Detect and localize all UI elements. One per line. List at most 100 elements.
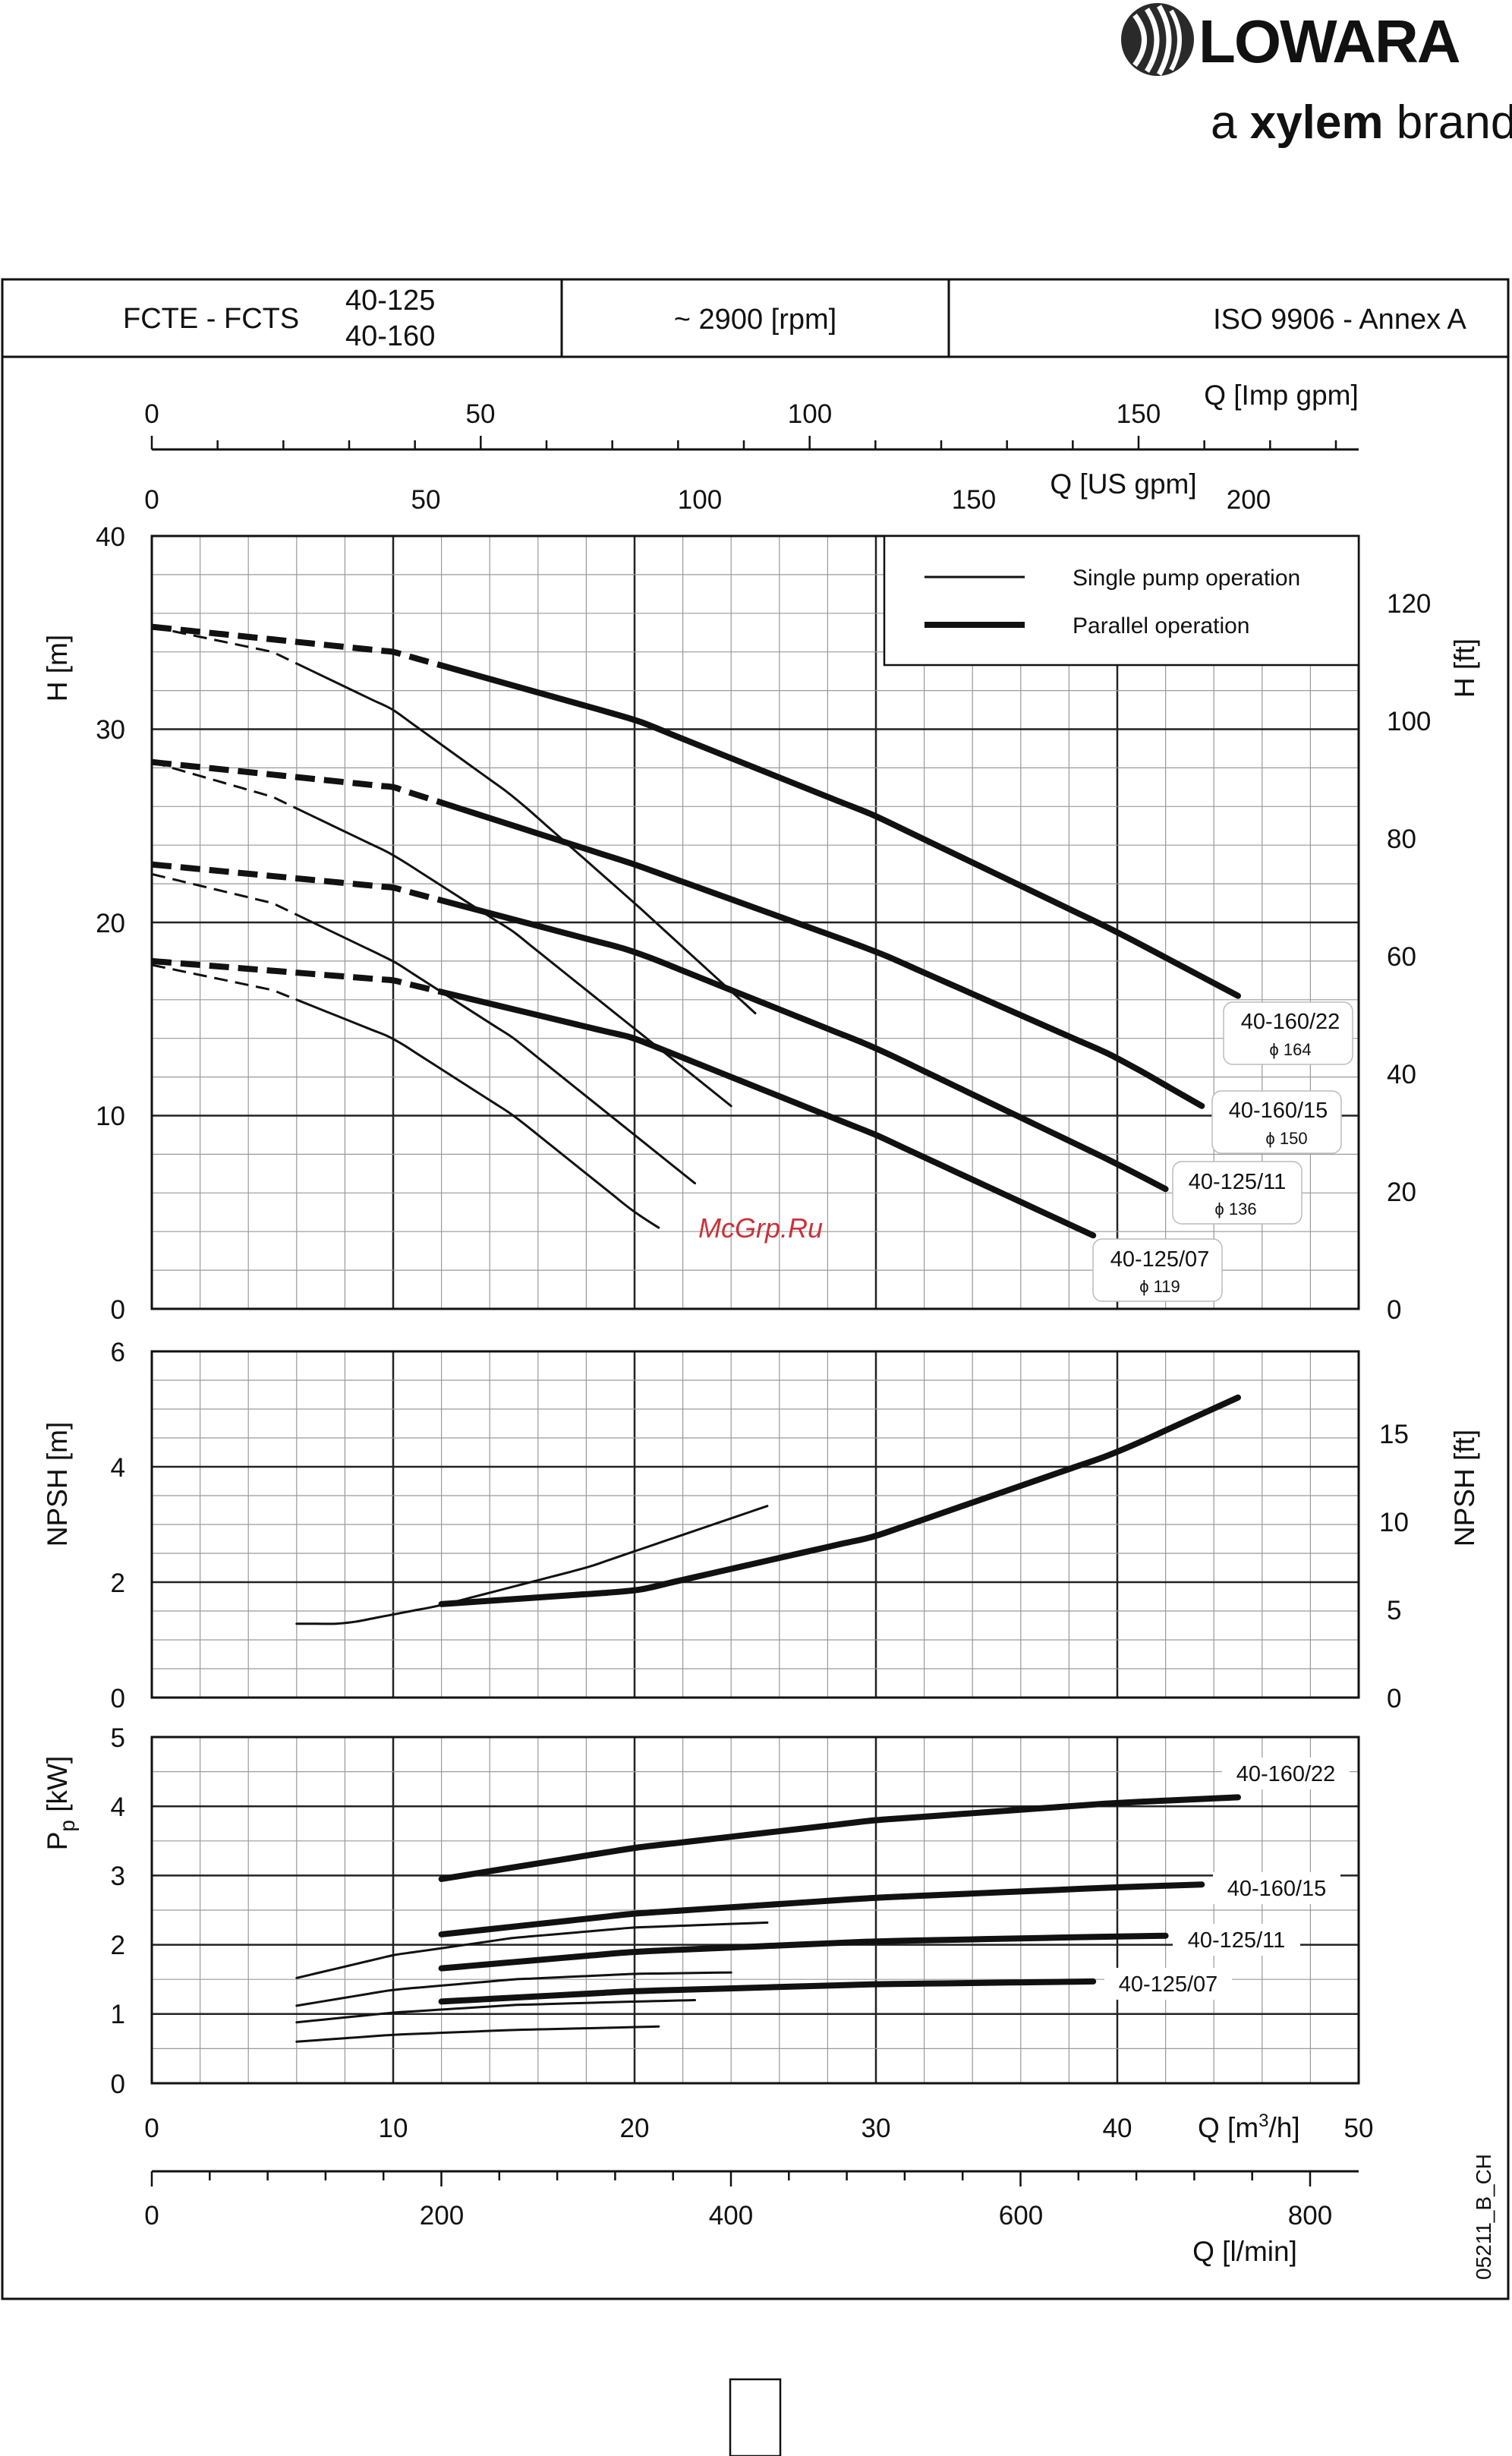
watermark: McGrp.Ru bbox=[698, 1212, 823, 1244]
q-imp-tick-150: 150 bbox=[1117, 399, 1161, 429]
power-curves bbox=[295, 1794, 1241, 2043]
power-curve-labels: 40-160/22 40-160/15 40-125/11 40-125/07 bbox=[1104, 1758, 1350, 2000]
q-m3h-tick-10: 10 bbox=[379, 2114, 408, 2143]
head-label-160-22: 40-160/22 bbox=[1241, 1010, 1340, 1034]
sheet-frame bbox=[1, 278, 1510, 2300]
power-grid bbox=[150, 1736, 1360, 2085]
q-m3h-tick-20: 20 bbox=[620, 2114, 650, 2143]
tagline-brand: xylem bbox=[1250, 96, 1384, 149]
p-kw-tick-5: 5 bbox=[111, 1723, 125, 1753]
q-m3h-tick-0: 0 bbox=[144, 2114, 159, 2143]
header-standard: ISO 9906 - Annex A bbox=[1213, 304, 1466, 336]
power-label-160-22: 40-160/22 bbox=[1236, 1762, 1336, 1786]
h-ft-tick-40: 40 bbox=[1387, 1060, 1416, 1089]
q-m3h-axis-label: Q [m3/h] bbox=[1198, 2111, 1300, 2143]
q-imp-tick-100: 100 bbox=[788, 399, 832, 429]
q-us-axis: 0 50 100 150 200 Q [US gpm] bbox=[144, 468, 1271, 515]
h-m-tick-10: 10 bbox=[96, 1102, 125, 1131]
q-lmin-axis-label: Q [l/min] bbox=[1192, 2236, 1297, 2267]
head-curve-40-125-11-single-dashed bbox=[151, 872, 298, 916]
h-ft-tick-60: 60 bbox=[1387, 942, 1416, 972]
npsh-ft-tick-0: 0 bbox=[1387, 1684, 1401, 1714]
q-lmin-tick-400: 400 bbox=[709, 2201, 753, 2231]
legend-box bbox=[883, 534, 1360, 667]
head-curves bbox=[151, 623, 1241, 1239]
q-m3h-label-sup: 3 bbox=[1258, 2111, 1268, 2131]
npsh-curves bbox=[295, 1394, 1241, 1625]
tagline-prefix: a bbox=[1211, 96, 1250, 149]
q-lmin-tick-0: 0 bbox=[144, 2201, 159, 2231]
npsh-ft-tick-10: 10 bbox=[1379, 1508, 1409, 1537]
head-diam-150: ϕ 150 bbox=[1265, 1129, 1307, 1148]
q-us-tick-100: 100 bbox=[678, 485, 722, 515]
head-curve-40-160-15-parallel bbox=[438, 799, 1205, 1109]
h-m-tick-20: 20 bbox=[96, 909, 125, 938]
h-ft-tick-20: 20 bbox=[1387, 1178, 1416, 1207]
legend-single-label: Single pump operation bbox=[1073, 566, 1300, 591]
q-us-axis-label: Q [US gpm] bbox=[1050, 468, 1196, 500]
q-m3h-label-post: /h] bbox=[1269, 2112, 1300, 2143]
head-curve-40-125-07-parallel-dashed bbox=[151, 957, 443, 995]
lowara-logo: LOWARA a xylem brand bbox=[1121, 3, 1512, 149]
p-kw-tick-3: 3 bbox=[111, 1862, 125, 1891]
power-label-160-15: 40-160/15 bbox=[1227, 1877, 1327, 1901]
q-us-tick-0: 0 bbox=[144, 485, 159, 515]
header-model-1: 40-125 bbox=[345, 285, 435, 317]
p-kw-tick-0: 0 bbox=[111, 2070, 125, 2099]
power-curve-40-125-11-parallel bbox=[438, 1932, 1169, 1972]
head-curve-40-125-07-parallel bbox=[438, 988, 1097, 1239]
head-curve-40-160-15-parallel-dashed bbox=[151, 758, 443, 806]
h-m-tick-30: 30 bbox=[96, 715, 125, 745]
q-lmin-axis: 0 200 400 600 800 Q [l/min] bbox=[144, 2170, 1359, 2267]
h-ft-tick-0: 0 bbox=[1387, 1295, 1401, 1325]
power-label-125-11: 40-125/11 bbox=[1188, 1928, 1285, 1953]
h-m-axis-label: H [m] bbox=[42, 635, 73, 701]
head-curve-40-160-22-single-dashed bbox=[151, 626, 298, 665]
tagline-suffix: brand bbox=[1384, 96, 1512, 149]
q-imp-axis-label: Q [Imp gpm] bbox=[1204, 380, 1359, 411]
npsh-m-axis-label: NPSH [m] bbox=[42, 1422, 73, 1546]
power-label-125-07: 40-125/07 bbox=[1119, 1972, 1218, 1997]
h-m-tick-40: 40 bbox=[96, 522, 125, 552]
power-curve-40-160-22-single bbox=[295, 1921, 769, 1979]
npsh-panel-border bbox=[150, 1350, 1360, 1699]
head-curve-40-125-11-parallel-dashed bbox=[151, 861, 443, 903]
q-lmin-tick-800: 800 bbox=[1288, 2201, 1332, 2231]
head-curve-40-125-07-single bbox=[295, 998, 660, 1229]
h-m-tick-0: 0 bbox=[111, 1295, 125, 1325]
h-ft-tick-100: 100 bbox=[1387, 707, 1431, 736]
q-lmin-tick-200: 200 bbox=[420, 2201, 464, 2231]
power-curve-40-160-22-parallel bbox=[438, 1794, 1241, 1882]
npsh-ft-axis-label: NPSH [ft] bbox=[1449, 1430, 1480, 1546]
h-ft-axis-label: H [ft] bbox=[1449, 638, 1480, 698]
q-imp-tick-0: 0 bbox=[144, 399, 159, 429]
power-panel-border bbox=[150, 1736, 1360, 2085]
head-curve-40-160-22-parallel bbox=[438, 662, 1241, 999]
npsh-grid bbox=[150, 1350, 1360, 1699]
legend-parallel-label: Parallel operation bbox=[1073, 613, 1249, 638]
power-curve-40-160-15-single bbox=[295, 1971, 732, 2007]
head-diam-136: ϕ 136 bbox=[1214, 1200, 1256, 1219]
q-lmin-tick-600: 600 bbox=[999, 2201, 1043, 2231]
npsh-m-tick-2: 2 bbox=[111, 1568, 125, 1598]
npsh-ft-tick-5: 5 bbox=[1387, 1596, 1401, 1625]
power-curve-40-125-11-single bbox=[295, 1999, 696, 2024]
power-curve-40-125-07-parallel bbox=[438, 1978, 1097, 2005]
q-us-tick-150: 150 bbox=[952, 485, 996, 515]
head-label-160-15: 40-160/15 bbox=[1229, 1099, 1328, 1123]
q-imp-tick-50: 50 bbox=[466, 399, 496, 429]
p-kw-tick-1: 1 bbox=[111, 2000, 125, 2029]
q-m3h-label-pre: Q [m bbox=[1198, 2112, 1258, 2143]
p-kw-label-sub: p bbox=[55, 1820, 79, 1832]
q-m3h-tick-30: 30 bbox=[862, 2114, 891, 2143]
npsh-ft-tick-15: 15 bbox=[1379, 1420, 1409, 1449]
h-ft-tick-80: 80 bbox=[1387, 824, 1416, 854]
q-m3h-tick-50: 50 bbox=[1344, 2114, 1374, 2143]
p-kw-tick-4: 4 bbox=[111, 1792, 125, 1822]
lowara-swirl-icon bbox=[1121, 3, 1194, 76]
header-series: FCTE - FCTS bbox=[123, 303, 299, 335]
svg-text:a xylem brand: a xylem brand bbox=[1211, 96, 1512, 149]
drawing-code: 05211_B_CH bbox=[1472, 2154, 1495, 2280]
p-kw-label-pre: P bbox=[42, 1832, 73, 1851]
